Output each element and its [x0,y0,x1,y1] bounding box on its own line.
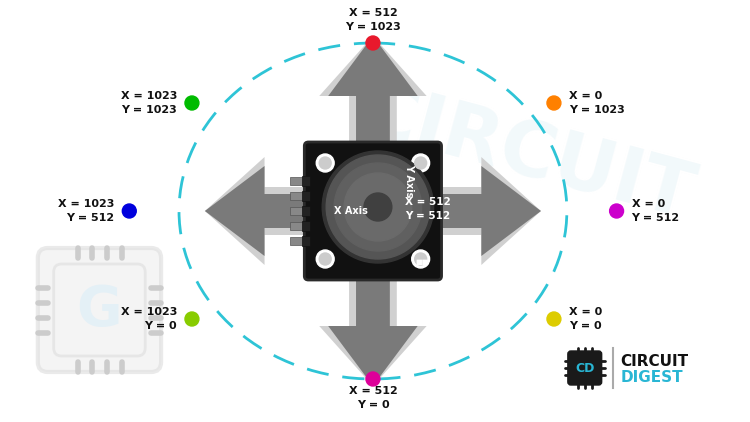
FancyBboxPatch shape [290,207,308,215]
FancyArrow shape [315,157,541,265]
Circle shape [185,96,199,110]
Text: CD: CD [575,362,595,374]
Text: X = 512
Y = 512: X = 512 Y = 512 [405,197,451,221]
Circle shape [415,157,427,169]
Circle shape [412,154,430,172]
FancyBboxPatch shape [302,191,310,201]
FancyArrow shape [328,36,418,271]
Circle shape [326,155,430,259]
Circle shape [122,204,136,218]
Circle shape [316,154,334,172]
FancyArrow shape [320,151,427,386]
Text: CIRCUIT: CIRCUIT [352,75,702,235]
Text: DIGEST: DIGEST [620,370,683,384]
Circle shape [547,312,561,326]
FancyBboxPatch shape [302,221,310,231]
Text: X Axis: X Axis [334,206,368,216]
Text: Y Axis: Y Axis [404,164,414,197]
FancyBboxPatch shape [290,177,308,185]
Circle shape [334,163,422,251]
Circle shape [412,250,430,268]
FancyBboxPatch shape [290,237,308,245]
Text: X = 512
Y = 1023: X = 512 Y = 1023 [345,8,400,32]
Circle shape [344,173,412,241]
Text: X = 1023
Y = 0: X = 1023 Y = 0 [121,307,177,330]
Circle shape [366,36,380,50]
Text: X = 512
Y = 0: X = 512 Y = 0 [349,387,398,410]
Circle shape [320,157,332,169]
Text: X = 0
Y = 1023: X = 0 Y = 1023 [568,92,625,115]
FancyArrow shape [205,166,430,256]
Circle shape [415,253,427,265]
Circle shape [364,193,392,221]
FancyBboxPatch shape [302,236,310,246]
FancyArrow shape [315,166,541,256]
Circle shape [322,151,434,263]
Circle shape [547,96,561,110]
Circle shape [610,204,623,218]
Text: G: G [76,283,122,337]
FancyBboxPatch shape [38,248,161,372]
FancyBboxPatch shape [54,264,146,356]
Circle shape [316,250,334,268]
Text: X = 0
Y = 512: X = 0 Y = 512 [632,200,680,222]
Text: X = 0
Y = 0: X = 0 Y = 0 [568,307,602,330]
FancyBboxPatch shape [290,222,308,230]
Circle shape [185,312,199,326]
Text: X = 1023
Y = 1023: X = 1023 Y = 1023 [121,92,177,115]
Circle shape [366,372,380,386]
Text: X = 1023
Y = 512: X = 1023 Y = 512 [58,200,114,222]
Circle shape [320,253,332,265]
Text: ■■: ■■ [415,259,428,265]
FancyBboxPatch shape [302,176,310,186]
FancyArrow shape [205,157,430,265]
FancyBboxPatch shape [290,192,308,200]
FancyBboxPatch shape [568,351,602,385]
FancyArrow shape [320,36,427,271]
FancyBboxPatch shape [304,142,442,280]
Text: CIRCUIT: CIRCUIT [620,354,688,368]
FancyArrow shape [328,151,418,386]
FancyBboxPatch shape [302,206,310,216]
